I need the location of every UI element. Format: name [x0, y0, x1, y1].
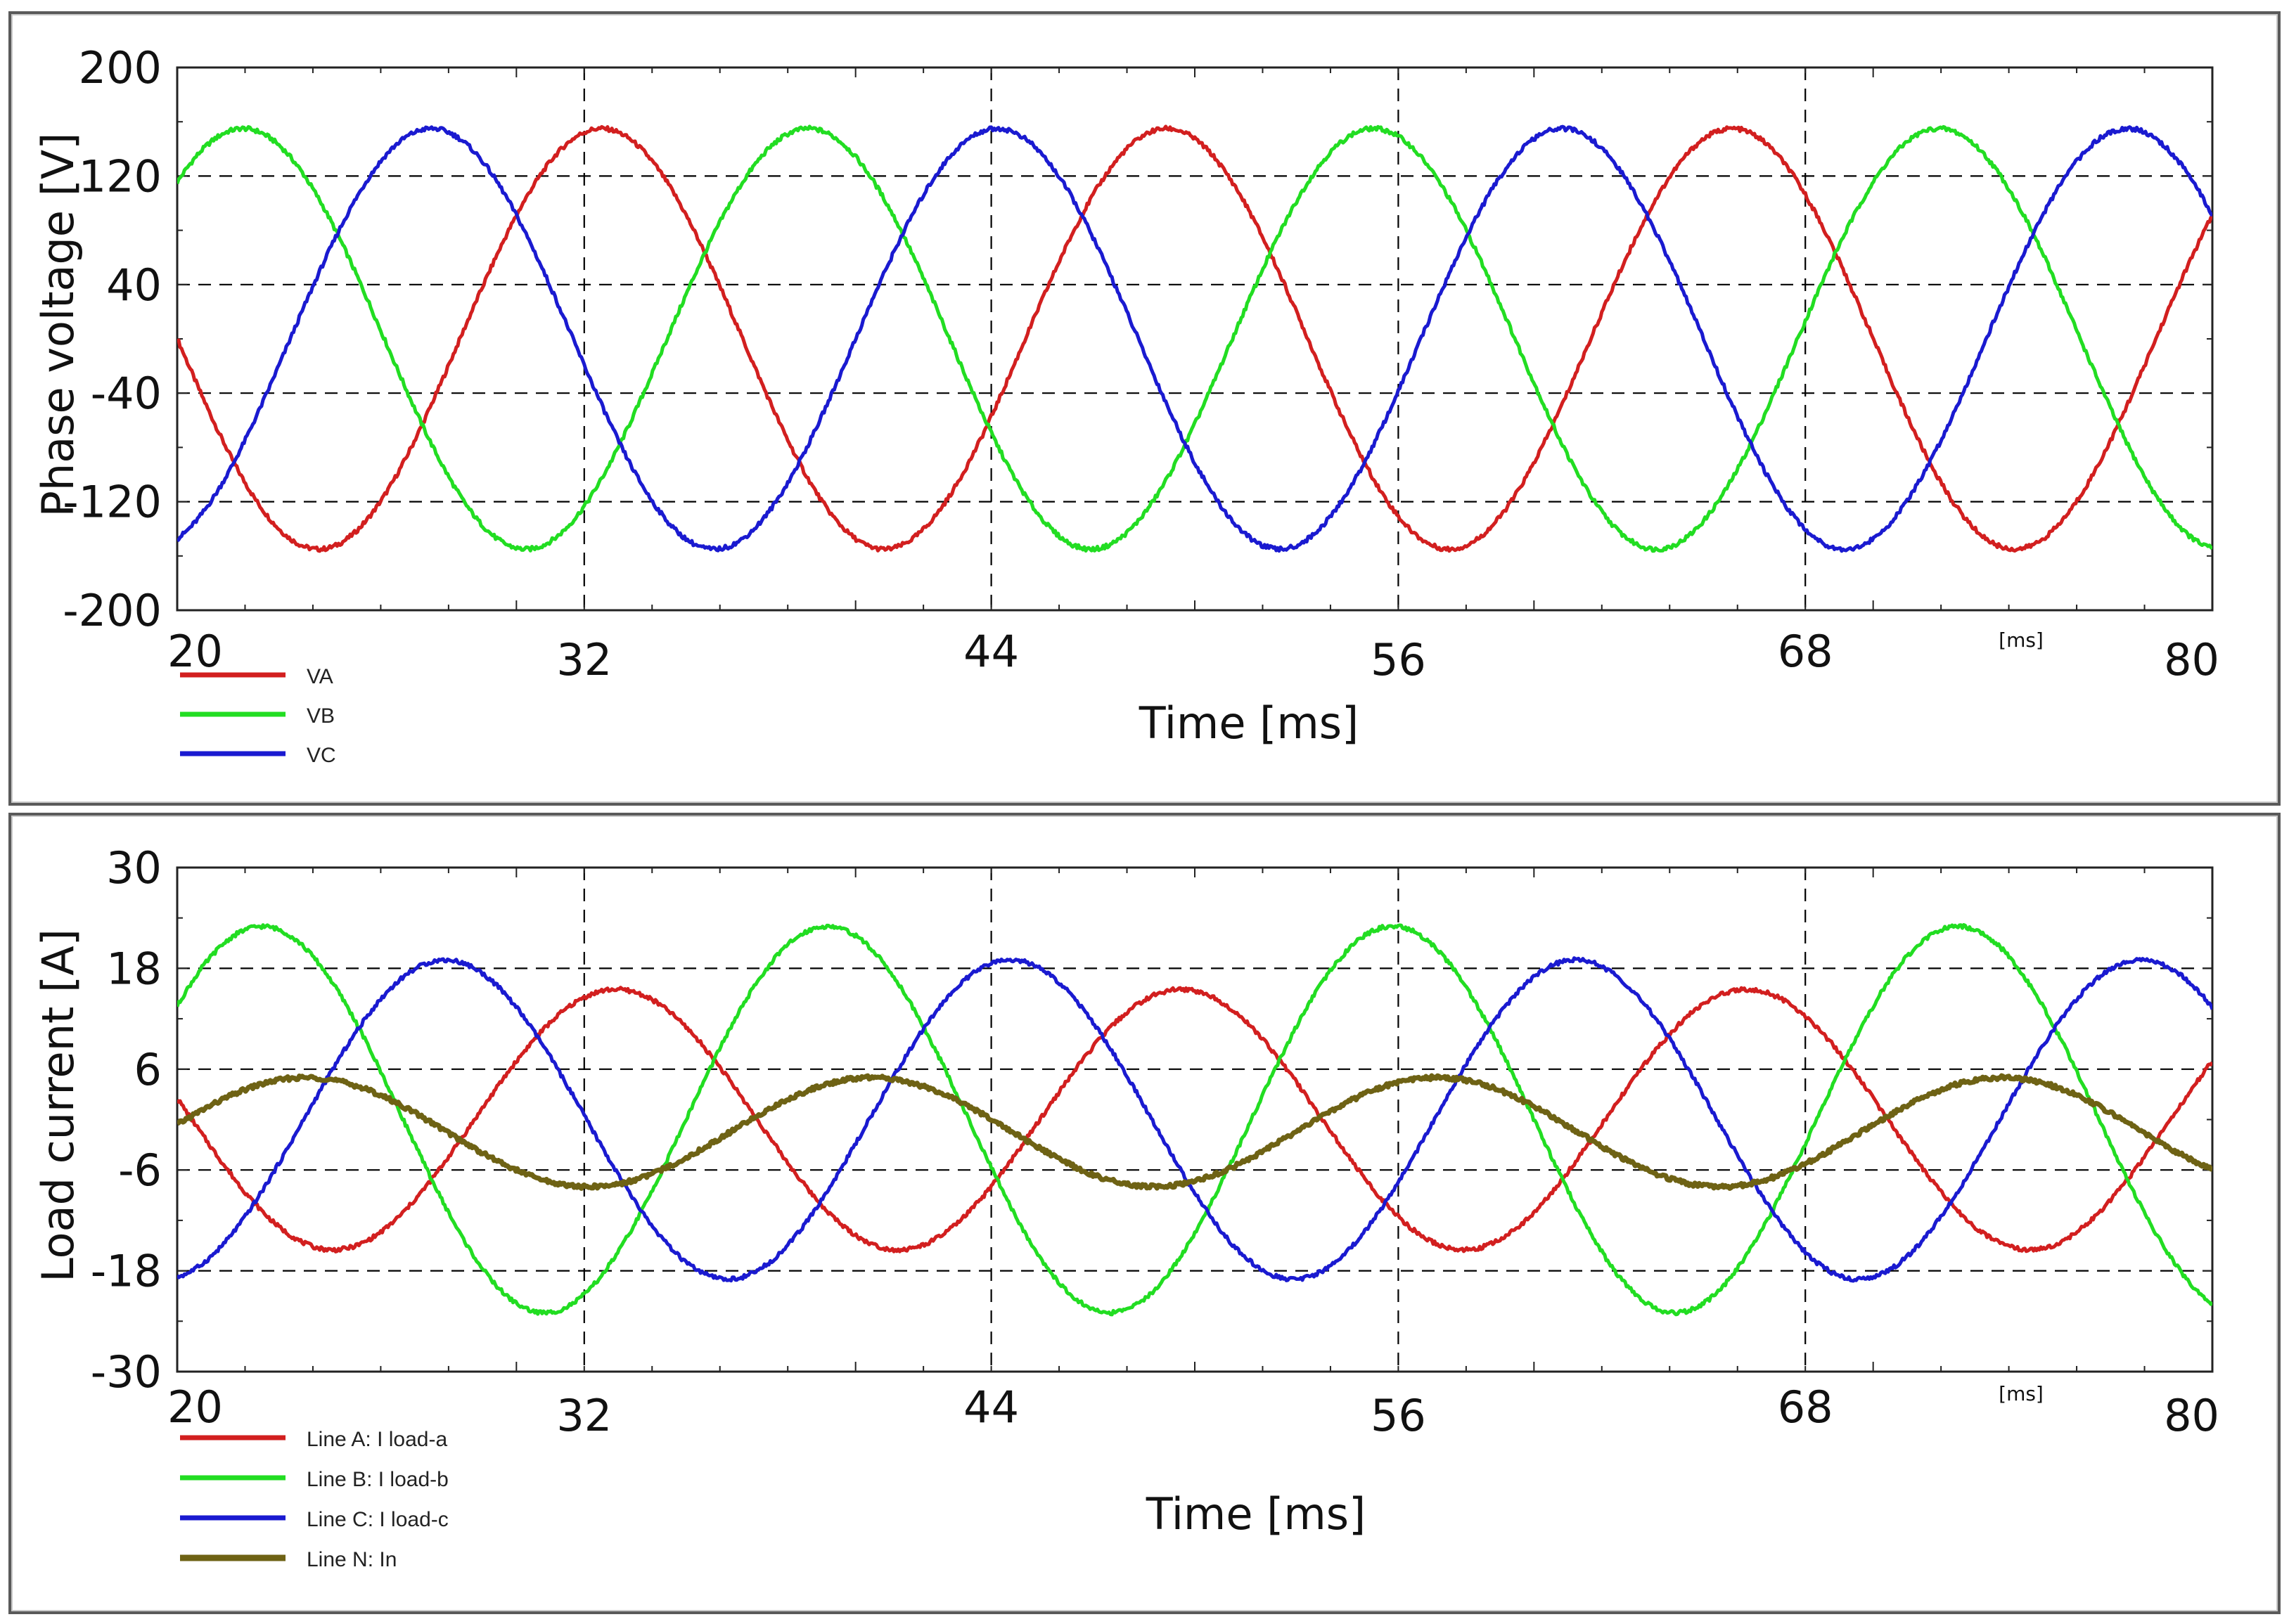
chart-top-x-tick-label: 44 [963, 626, 1019, 677]
voltage-chart-panel: 200 120 40 -40 -120 -200 20 32 44 56 68 80 [ms] Time … [8, 11, 2281, 806]
chart-top-y-tick-label: -40 [91, 368, 162, 419]
chart-top-x-tick-label: 20 [167, 626, 223, 677]
chart-top-legend-label: VC [307, 744, 336, 767]
chart-bottom-y-tick-label: -30 [91, 1346, 162, 1398]
chart-bottom-x-unit-label: [ms] [1999, 1382, 2044, 1405]
chart-bottom-plot-frame [176, 866, 2214, 1373]
chart-bottom-y-tick-label: 6 [134, 1044, 162, 1095]
chart-bottom-series-line-0 [177, 986, 2212, 1254]
chart-top-y-axis-label: Phase voltage [V] [32, 133, 84, 517]
chart-top-x-unit-label: [ms] [1999, 629, 2044, 652]
chart-top-legend-label: VA [307, 665, 333, 688]
chart-top-y-tick-label: -200 [63, 585, 162, 636]
chart-bottom-y-tick-label: -18 [91, 1246, 162, 1297]
chart-top-x-tick-label: 56 [1371, 634, 1426, 685]
chart-top-series-line-1 [177, 124, 2212, 553]
chart-bottom-y-tick-label: 18 [106, 943, 162, 994]
chart-top-series-line-2 [177, 124, 2212, 553]
chart-bottom-legend-label: Line B: I load-b [307, 1468, 449, 1491]
chart-bottom-x-tick-label: 80 [2164, 1390, 2219, 1441]
chart-top-x-tick-label: 32 [556, 634, 612, 685]
chart-top-legend-label: VB [307, 704, 335, 728]
chart-top-y-tick-label: -120 [63, 477, 162, 528]
chart-bottom-x-tick-label: 20 [167, 1381, 223, 1433]
chart-top-y-tick-label: 40 [106, 259, 162, 311]
chart-bottom-legend-label: Line A: I load-a [307, 1428, 447, 1451]
chart-bottom-series-line-1 [177, 923, 2212, 1317]
current-chart-panel: 30 18 6 -6 -18 -30 20 32 44 56 68 80 [ms] Time [ms] Lo… [8, 813, 2281, 1614]
chart-top-x-axis-label: Time [ms] [1139, 697, 1359, 749]
chart-bottom-x-tick-label: 56 [1371, 1390, 1426, 1441]
chart-bottom-y-tick-label: 30 [106, 842, 162, 894]
chart-bottom-legend-label: Line N: In [307, 1548, 397, 1571]
chart-bottom-x-axis-label: Time [ms] [1146, 1488, 1366, 1540]
chart-bottom-x-tick-label: 32 [556, 1390, 612, 1441]
chart-bottom-y-tick-label: -6 [118, 1145, 162, 1196]
chart-top-series-line-0 [177, 124, 2212, 553]
chart-bottom-series-line-2 [177, 956, 2212, 1283]
chart-bottom-legend-label: Line C: I load-c [307, 1508, 449, 1531]
chart-top-x-tick-label: 68 [1778, 626, 1833, 677]
chart-bottom-y-axis-label: Load current [A] [32, 929, 84, 1282]
chart-top-x-tick-label: 80 [2164, 634, 2219, 685]
chart-top-y-tick-label: 120 [79, 150, 162, 202]
chart-bottom-x-tick-label: 68 [1778, 1381, 1833, 1433]
chart-bottom-x-tick-label: 44 [963, 1381, 1019, 1433]
chart-bottom-series-line-3 [177, 1073, 2212, 1191]
chart-top-y-tick-label: 200 [79, 42, 162, 94]
